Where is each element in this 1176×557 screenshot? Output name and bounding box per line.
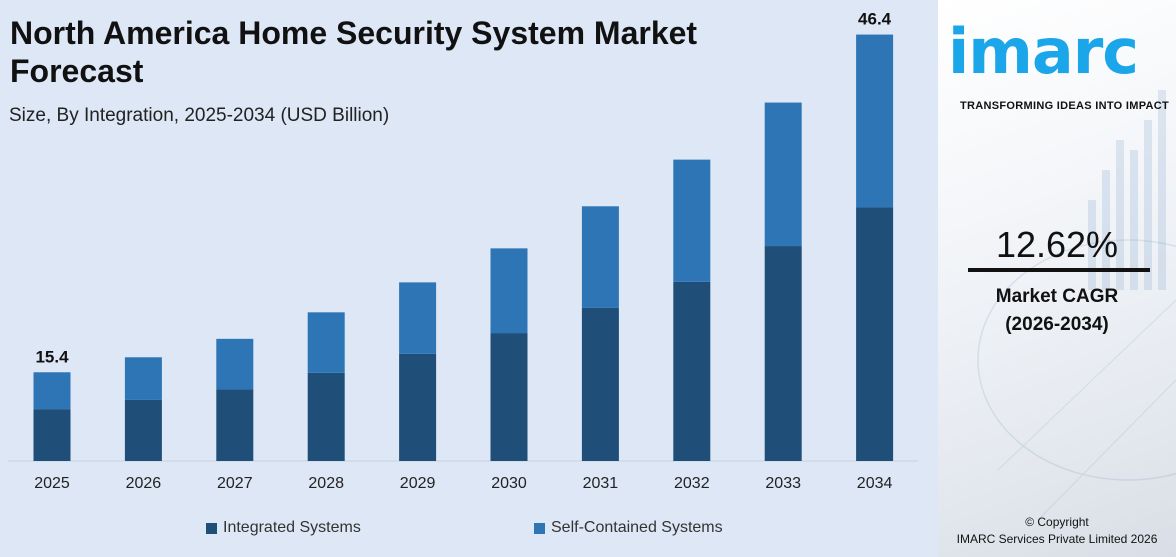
copyright-symbol-line: © Copyright [1025, 515, 1089, 529]
cagr-label: Market CAGR (2026-2034) [938, 283, 1176, 339]
x-tick-label-2026: 2026 [126, 475, 162, 492]
cagr-divider [968, 268, 1150, 272]
cagr-value: 12.62% [995, 224, 1119, 265]
legend-label: Integrated Systems [223, 519, 361, 536]
bar-integrated-systems-2025 [33, 409, 71, 461]
legend-swatch [534, 522, 545, 534]
bar-self-contained-systems-2027 [216, 338, 254, 390]
cagr-label-title: Market CAGR [995, 286, 1119, 307]
legend-item-integrated-systems: Integrated Systems [206, 519, 361, 537]
bar-integrated-systems-2030 [490, 333, 528, 461]
bar-integrated-systems-2029 [399, 353, 437, 461]
legend-label: Self-Contained Systems [551, 519, 723, 536]
bar-integrated-systems-2034 [856, 207, 894, 461]
bar-chart: 2025 15.4 2026 2027 2028 2029 2030 2031 2032 2033… [8, 10, 918, 492]
x-tick-label-2034: 2034 [857, 475, 893, 492]
bar-self-contained-systems-2031 [581, 206, 619, 308]
bar-integrated-systems-2032 [673, 281, 711, 461]
chart-title: North America Home Security System Marke… [10, 15, 698, 89]
bar-self-contained-systems-2029 [399, 282, 437, 354]
x-tick-label-2031: 2031 [583, 475, 619, 492]
x-tick-label-2030: 2030 [491, 475, 527, 492]
bar-integrated-systems-2027 [216, 389, 254, 461]
background-chart-graphic [977, 90, 1176, 521]
logo-wordmark: imarc [948, 15, 1139, 88]
side-panel: imarc TRANSFORMING IDEAS INTO IMPACT 12.… [938, 0, 1176, 557]
chart-subtitle: Size, By Integration, 2025-2034 (USD Bil… [9, 105, 390, 126]
bar-self-contained-systems-2026 [124, 357, 162, 400]
copyright-company: IMARC Services Private Limited 2026 [956, 532, 1158, 546]
data-label-2025: 15.4 [35, 347, 69, 366]
x-tick-label-2033: 2033 [765, 475, 801, 492]
bar-integrated-systems-2033 [764, 246, 802, 461]
logo-tagline: TRANSFORMING IDEAS INTO IMPACT [960, 100, 1170, 112]
chart-legend: Integrated Systems Self-Contained Systems [0, 519, 938, 539]
chart-area: North America Home Security System Marke… [0, 9, 938, 539]
x-tick-label-2029: 2029 [400, 475, 436, 492]
legend-swatch [206, 522, 217, 534]
bar-self-contained-systems-2032 [673, 159, 711, 282]
bar-self-contained-systems-2033 [764, 102, 802, 247]
bar-integrated-systems-2026 [124, 399, 162, 461]
copyright: © Copyright IMARC Services Private Limit… [938, 514, 1176, 548]
legend-item-self-contained-systems: Self-Contained Systems [534, 519, 723, 537]
bar-self-contained-systems-2030 [490, 248, 528, 334]
x-tick-label-2027: 2027 [217, 475, 253, 492]
bar-integrated-systems-2028 [307, 372, 345, 461]
x-tick-label-2032: 2032 [674, 475, 710, 492]
cagr-label-period: (2026-2034) [1005, 314, 1109, 335]
x-tick-label-2025: 2025 [34, 475, 70, 492]
bar-self-contained-systems-2025 [33, 372, 71, 410]
data-label-2034: 46.4 [858, 10, 892, 29]
bar-integrated-systems-2031 [581, 307, 619, 461]
bar-self-contained-systems-2028 [307, 312, 345, 373]
x-tick-label-2028: 2028 [308, 475, 344, 492]
bar-self-contained-systems-2034 [856, 34, 894, 208]
